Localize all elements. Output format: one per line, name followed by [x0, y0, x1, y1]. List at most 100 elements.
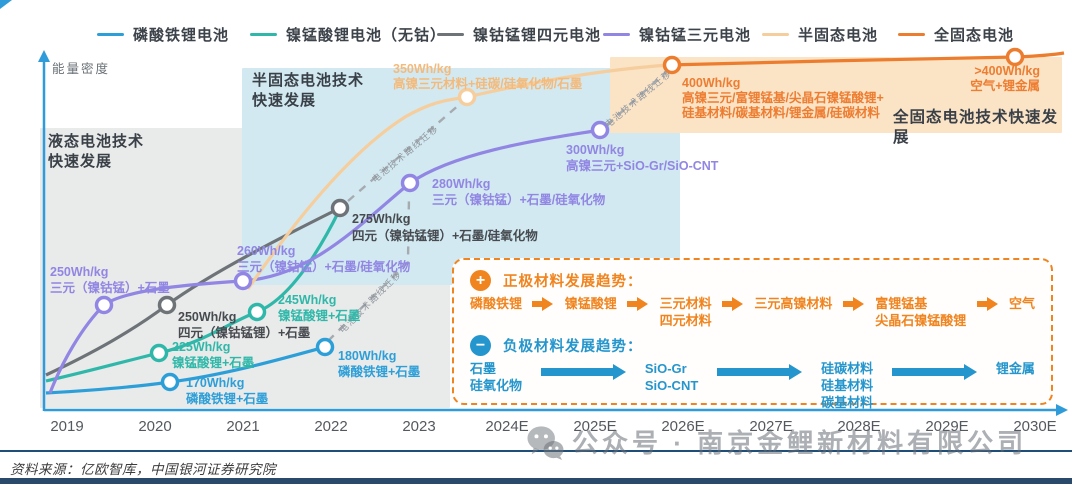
x-tick: 2023	[402, 418, 436, 435]
line-semisolid	[246, 63, 669, 290]
x-tick: 2026E	[661, 418, 705, 435]
x-tick: 2025E	[573, 418, 617, 435]
data-point-250-ternary	[94, 295, 114, 315]
point-label-400plus: >400Wh/kg 空气+锂金属	[970, 64, 1040, 93]
data-point-400	[662, 55, 682, 75]
migration-dashed-line	[347, 103, 461, 202]
data-point-275	[330, 198, 350, 218]
anode-trend-title: 负极材料发展趋势：	[503, 339, 643, 355]
x-tick: 2024E	[485, 418, 529, 435]
watermark: 公众号 · 南京金鲤新材料有限公司	[526, 423, 1027, 460]
x-tick: 2019	[50, 418, 84, 435]
corner-mark	[0, 0, 12, 9]
cathode-step: 镍锰酸锂	[564, 296, 617, 311]
region-title-allsolid: 全固态电池技术快速发展	[893, 109, 1059, 146]
migration-dashed-line	[606, 71, 667, 126]
minus-icon: −	[470, 335, 491, 356]
data-point-250-quaternary	[157, 295, 177, 315]
legend-label: 全固态电池	[934, 27, 1015, 44]
x-tick: 2021	[226, 418, 260, 435]
cathode-title-row: + 正极材料发展趋势：	[470, 270, 1035, 291]
anode-step: 石墨 硅氧化物	[470, 361, 523, 393]
data-point-180	[315, 337, 335, 357]
cathode-flow: 磷酸铁锂 镍锰酸锂 三元材料 四元材料 三元高镍材料 富锂锰基 尖晶石镍锰酸锂 空气	[470, 295, 1035, 329]
cathode-step: 三元材料 四元材料	[659, 296, 712, 328]
migration-dashed-line	[327, 194, 411, 342]
point-label-170: 170Wh/kg 磷酸铁锂+石墨	[186, 376, 269, 406]
region-allsolid-battery	[610, 57, 1062, 133]
line-allsolid	[667, 51, 1065, 67]
region-semisolid-battery	[242, 68, 680, 285]
legend-item-semisolid: 半固态电池	[762, 24, 878, 45]
plus-icon: +	[470, 270, 491, 291]
point-label-180: 180Wh/kg 磷酸铁锂+石墨	[338, 349, 421, 379]
legend-item-lnmo: 镍锰酸锂电池（无钴）	[250, 24, 446, 45]
x-axis-arrow-icon	[1056, 404, 1068, 416]
data-point-300	[590, 120, 610, 140]
point-label-350: 350Wh/kg 高镍三元材料+硅碳/硅氧化物/石墨	[393, 62, 583, 91]
legend-item-allsolid: 全固态电池	[898, 24, 1014, 45]
point-label-400: 400Wh/kg 高镍三元/富锂锰基/尖晶石镍锰酸锂+ 硅基材料/碳基材料/锂金属/…	[682, 76, 884, 120]
legend-item-quaternary: 镍钴锰锂四元电池	[437, 24, 601, 45]
point-label-280: 280Wh/kg 三元（镍钴锰）+石墨/硅氧化物	[432, 177, 606, 207]
flow-arrow-icon	[717, 364, 803, 380]
data-point-400plus	[1005, 47, 1025, 67]
bottom-bar	[0, 478, 1072, 484]
legend-swatch-lfp	[97, 32, 124, 37]
flow-arrow-icon	[627, 297, 649, 311]
x-tick: 2030E	[1013, 418, 1057, 435]
data-point-260	[233, 271, 253, 291]
line-ternary	[48, 128, 601, 394]
region-title-liquid: 液态电池技术 快速发展	[48, 133, 145, 170]
point-label-225: 225Wh/kg 镍锰酸锂+石墨	[172, 340, 255, 370]
flow-arrow-icon	[540, 364, 626, 380]
source-text: 资料来源：亿欧智库，中国银河证券研究院	[10, 462, 276, 477]
x-tick: 2028E	[837, 418, 881, 435]
flow-arrow-icon	[976, 297, 999, 311]
data-point-245	[247, 302, 267, 322]
cathode-step: 空气	[1008, 296, 1035, 311]
legend-item-ternary: 镍钴锰三元电池	[603, 24, 751, 45]
data-point-225	[149, 343, 169, 363]
legend-swatch-lnmo	[250, 32, 277, 37]
wechat-icon	[527, 425, 564, 460]
material-trend-box: + 正极材料发展趋势： 磷酸铁锂 镍锰酸锂 三元材料 四元材料 三元高镍材料 富锂…	[452, 258, 1053, 410]
cathode-step: 富锂锰基 尖晶石镍锰酸锂	[875, 296, 967, 328]
x-tick: 2020	[138, 418, 172, 435]
point-label-275: 275Wh/kg 四元（镍钴锰锂）+石墨/硅氧化物	[352, 212, 538, 243]
legend-swatch-ternary	[603, 32, 630, 37]
flow-arrow-icon	[842, 297, 865, 311]
cathode-step: 磷酸铁锂	[470, 296, 523, 311]
region-title-semisolid: 半固态电池技术 快速发展	[252, 72, 365, 109]
anode-flow: 石墨 硅氧化物 SiO-Gr SiO-CNT 硅碳材料 硅基材料 碳基材料 锂金属	[470, 360, 1035, 411]
x-tick: 2029E	[925, 418, 969, 435]
legend-swatch-semisolid	[762, 32, 789, 37]
anode-step: 锂金属	[995, 361, 1035, 376]
y-axis-arrow-icon	[38, 50, 50, 62]
legend-item-lfp: 磷酸铁锂电池	[97, 24, 229, 45]
legend-label: 镍钴锰锂四元电池	[473, 27, 602, 44]
legend-label: 镍钴锰三元电池	[639, 27, 752, 44]
point-label-300: 300Wh/kg 高镍三元+SiO-Gr/SiO-CNT	[566, 143, 719, 173]
flow-arrow-icon	[722, 297, 744, 311]
point-label-250-quaternary: 250Wh/kg 四元（镍钴锰锂）+石墨	[178, 310, 311, 340]
y-axis-label: 能量密度	[52, 62, 111, 76]
flow-arrow-icon	[532, 297, 554, 311]
legend-label: 半固态电池	[798, 27, 879, 44]
data-point-170	[160, 372, 180, 392]
flow-arrow-icon	[892, 364, 978, 380]
line-lnmo	[45, 210, 341, 383]
data-point-350	[457, 87, 477, 107]
anode-step: SiO-Gr SiO-CNT	[644, 361, 699, 393]
anode-step: 硅碳材料 硅基材料 碳基材料	[821, 361, 874, 410]
data-point-280	[400, 173, 420, 193]
watermark-text: 公众号 · 南京金鲤新材料有限公司	[572, 428, 1028, 458]
legend-swatch-quaternary	[437, 32, 464, 37]
cathode-step: 三元高镍材料	[754, 296, 833, 311]
point-label-250-ternary: 250Wh/kg 三元（镍钴锰）+石墨	[50, 265, 170, 295]
legend-label: 镍锰酸锂电池（无钴）	[286, 27, 447, 44]
anode-title-row: − 负极材料发展趋势：	[470, 335, 1035, 356]
legend-swatch-allsolid	[898, 32, 925, 37]
